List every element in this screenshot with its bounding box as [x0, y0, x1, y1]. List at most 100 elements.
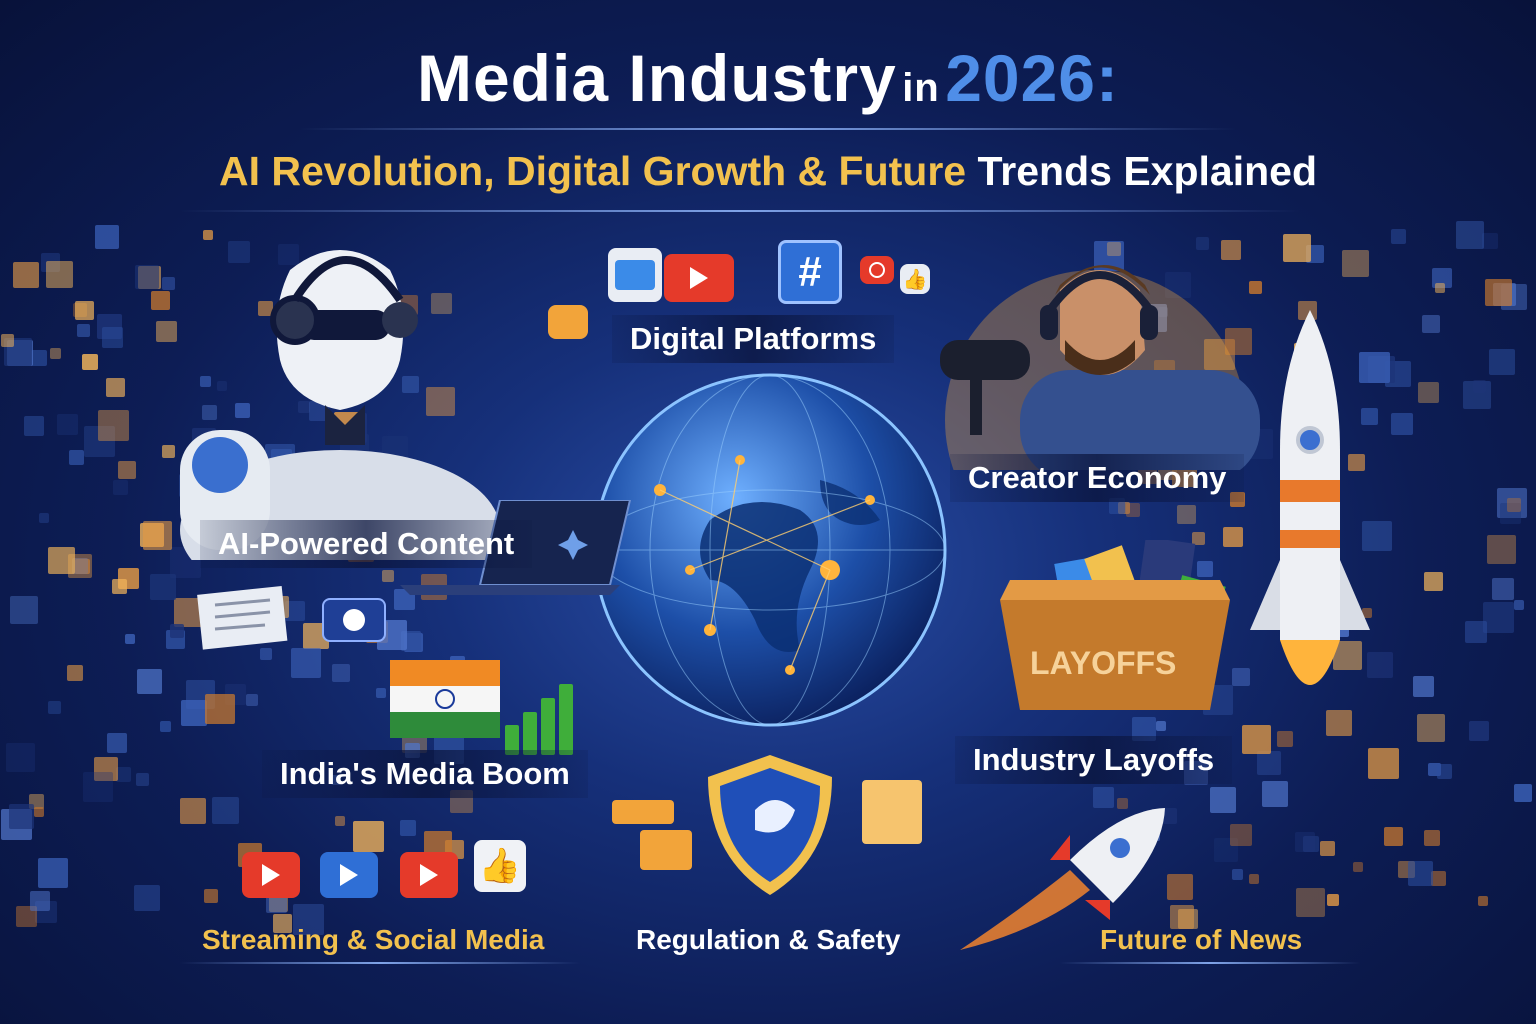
background-tile: [75, 301, 95, 321]
title-connector: in: [902, 66, 940, 110]
background-tile: [1256, 751, 1281, 776]
thumbs-up-icon: 👍: [900, 264, 930, 294]
background-tile: [1391, 413, 1414, 436]
background-tile: [135, 265, 160, 290]
podcaster-illustration: [940, 265, 1260, 470]
background-tile: [1482, 233, 1498, 250]
title-divider: [300, 128, 1236, 130]
background-tile: [1456, 221, 1485, 250]
background-tile: [156, 321, 178, 343]
background-tile: [1431, 871, 1447, 887]
background-tile: [290, 647, 321, 678]
background-tile: [48, 701, 62, 715]
background-tile: [1464, 620, 1487, 643]
background-tile: [12, 262, 39, 289]
background-tile: [1383, 827, 1403, 847]
background-tile: [66, 665, 83, 682]
background-tile: [31, 350, 48, 367]
play-icon-red-1: [242, 852, 300, 898]
record-icon: [860, 256, 894, 284]
background-tile: [1213, 838, 1238, 863]
background-tile: [1166, 873, 1193, 900]
background-tile: [1413, 676, 1435, 698]
title-main: Media Industry: [416, 41, 897, 115]
background-tile: [142, 521, 172, 551]
background-tile: [1248, 873, 1259, 884]
background-tile: [68, 449, 84, 465]
background-tile: [1361, 407, 1379, 425]
background-tile: [1326, 709, 1353, 736]
background-tile: [102, 327, 124, 349]
label-ai-content: AI-Powered Content: [200, 520, 533, 568]
background-tile: [1169, 905, 1194, 930]
title-year: 2026:: [945, 41, 1119, 115]
india-flag-icon: [390, 660, 500, 738]
label-india-boom: India's Media Boom: [262, 750, 588, 798]
background-tile: [1241, 724, 1271, 754]
background-tile: [1367, 748, 1399, 780]
background-tile: [1231, 668, 1250, 687]
background-tile: [381, 570, 394, 583]
bottom-divider-left: [180, 962, 580, 964]
background-tile: [1488, 349, 1515, 376]
background-tile: [1478, 895, 1489, 906]
background-tile: [0, 333, 14, 347]
background-tile: [375, 688, 386, 699]
subtitle-divider: [180, 210, 1300, 212]
background-tile: [1359, 351, 1391, 383]
subtitle-highlight: AI Revolution, Digital Growth & Future: [219, 148, 967, 194]
background-tile: [1408, 860, 1434, 886]
background-tile: [1165, 271, 1192, 298]
label-digital-platforms: Digital Platforms: [612, 315, 895, 363]
background-tile: [115, 766, 131, 782]
background-tile: [399, 819, 416, 836]
box-label: LAYOFFS: [1030, 645, 1177, 681]
background-tile: [1277, 730, 1293, 747]
background-tile: [1434, 282, 1445, 293]
background-tile: [50, 347, 62, 359]
background-tile: [1499, 502, 1521, 524]
background-tile: [1109, 498, 1126, 515]
subtitle-rest: Trends Explained: [977, 148, 1318, 194]
background-tile: [204, 888, 219, 903]
background-tile: [426, 387, 456, 417]
background-tile: [1341, 250, 1369, 278]
background-tile: [136, 773, 150, 787]
background-tile: [1482, 601, 1514, 633]
background-tile: [1229, 823, 1252, 846]
background-tile: [199, 376, 211, 388]
label-creator-economy: Creator Economy: [950, 454, 1245, 502]
background-tile: [1176, 505, 1196, 525]
background-tile: [1155, 720, 1166, 731]
background-tile: [1468, 721, 1489, 742]
background-tile: [8, 804, 34, 830]
background-tile: [94, 757, 119, 782]
background-tile: [1417, 713, 1446, 742]
background-tile: [1422, 315, 1441, 334]
background-tile: [1220, 240, 1241, 261]
background-tile: [1361, 608, 1372, 619]
background-tile: [1497, 487, 1528, 518]
background-tile: [284, 601, 305, 622]
background-tile: [278, 243, 300, 265]
background-tile: [72, 558, 89, 574]
background-tile: [260, 647, 273, 660]
background-tile: [169, 623, 184, 638]
page-title: Media Industry in 2026:: [0, 40, 1536, 116]
background-tile: [1283, 233, 1312, 262]
background-tile: [431, 293, 453, 315]
background-tile: [292, 903, 324, 935]
background-tile: [106, 732, 127, 753]
background-tile: [136, 669, 162, 695]
background-tile: [1514, 599, 1524, 610]
play-icon-red-2: [400, 852, 458, 898]
background-tile: [1191, 531, 1205, 545]
background-tile: [38, 512, 49, 523]
background-tile: [1093, 787, 1115, 809]
background-tile: [1473, 380, 1487, 394]
package-icon: [548, 305, 588, 339]
background-tile: [5, 742, 35, 772]
background-tile: [202, 404, 218, 420]
background-tile: [1491, 578, 1514, 601]
